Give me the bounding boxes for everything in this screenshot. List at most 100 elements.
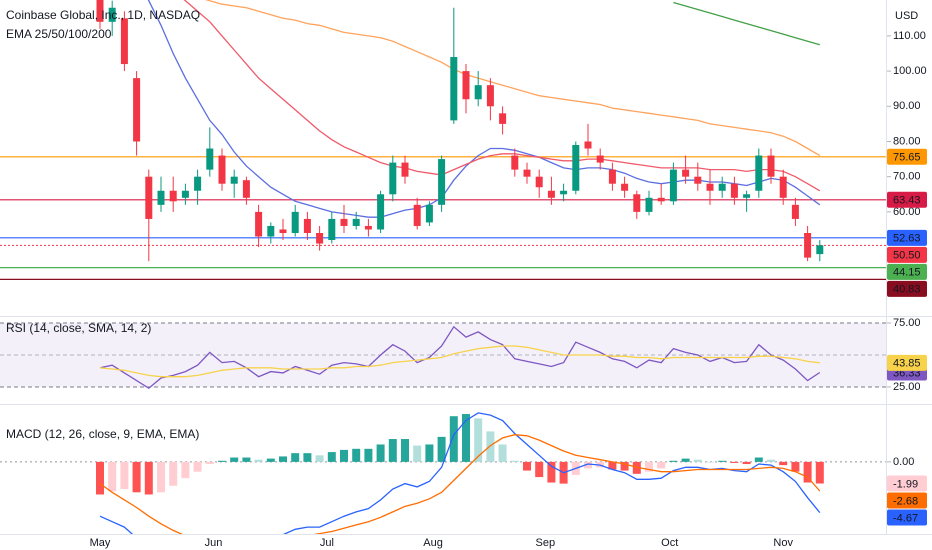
histogram-bar <box>498 444 507 462</box>
histogram-bar <box>449 416 458 462</box>
histogram-bar <box>425 444 434 462</box>
candle-body <box>669 169 677 202</box>
histogram-bar <box>266 458 275 462</box>
candle-body <box>218 155 226 184</box>
candle-body <box>425 204 433 223</box>
candle-body <box>804 232 812 258</box>
candle-body <box>535 176 543 188</box>
histogram-bar <box>132 461 141 493</box>
histogram-bar <box>730 461 739 463</box>
candle-body <box>682 169 690 177</box>
histogram-bar <box>803 461 812 483</box>
histogram-bar <box>352 448 361 462</box>
last-value-label: -4.67 <box>893 512 918 524</box>
candle-body <box>413 204 421 226</box>
histogram-bar <box>169 461 178 486</box>
level-label: 50.50 <box>893 250 921 262</box>
candle-body <box>108 7 116 22</box>
level-label-box <box>887 280 927 297</box>
candle-body <box>560 190 568 195</box>
histogram-bar <box>96 461 104 495</box>
histogram-bar <box>535 461 544 478</box>
last-value-label-box <box>887 492 927 509</box>
y-unit: USD <box>895 10 918 22</box>
histogram-bar <box>608 461 617 470</box>
candle-body <box>462 71 470 100</box>
histogram-bar <box>230 457 239 462</box>
candle-body <box>767 155 775 177</box>
histogram-bar <box>742 461 751 465</box>
candle-body <box>133 78 141 142</box>
x-tick-label: Oct <box>661 537 678 549</box>
indicator-line <box>205 0 821 157</box>
candle-body <box>511 155 519 170</box>
histogram-bar <box>108 461 117 492</box>
candle-body <box>523 169 531 177</box>
histogram-bar <box>205 461 214 465</box>
candle-body <box>328 218 336 241</box>
histogram-bar <box>693 459 702 462</box>
candle-body <box>596 155 604 163</box>
histogram-bar <box>254 459 263 462</box>
y-tick-label: 60.00 <box>893 206 921 218</box>
y-tick-label: 90.00 <box>893 100 921 112</box>
candle-body <box>438 159 446 205</box>
histogram-bar <box>645 461 653 472</box>
indicator-line <box>99 325 821 390</box>
histogram-bar <box>547 461 556 483</box>
histogram-bar <box>193 461 202 472</box>
x-tick-label: Sep <box>536 537 556 549</box>
x-tick-label: Jul <box>320 537 334 549</box>
candle-body <box>791 204 799 219</box>
overlay: 60.00 70.00 80.00 90.00 100.00 110.00 May Jun Ju… <box>90 30 927 549</box>
candle-body <box>633 194 641 212</box>
last-value-label: -2.68 <box>893 495 918 507</box>
last-value-label: -1.99 <box>893 478 918 490</box>
level-label-box <box>887 148 927 165</box>
candle-body <box>584 141 592 149</box>
candle-body <box>694 176 702 184</box>
histogram-bar <box>218 460 226 462</box>
histogram-bar <box>669 460 678 462</box>
candle-body <box>169 190 177 202</box>
candle-body <box>474 85 482 100</box>
candle-body <box>145 176 153 219</box>
level-label: 75.65 <box>893 152 921 164</box>
histogram-bar <box>144 461 153 495</box>
histogram-bar <box>510 460 519 462</box>
level-label: 52.63 <box>893 233 921 245</box>
histogram-bar <box>303 453 312 462</box>
candle-body <box>377 194 385 230</box>
histogram-bar <box>767 459 775 462</box>
candle-body <box>779 176 787 198</box>
candle-body <box>730 183 738 198</box>
candle-body <box>547 190 555 198</box>
candle-body <box>120 18 128 65</box>
histogram-bar <box>401 439 409 462</box>
last-value-label: 43.85 <box>893 358 921 370</box>
candle-body <box>255 211 263 237</box>
histogram-bar <box>620 461 629 471</box>
y-tick-label: 70.00 <box>893 171 921 183</box>
histogram-bar <box>364 448 373 462</box>
candle-body <box>230 176 238 184</box>
candle-body <box>743 194 751 198</box>
y-tick-label: 100.00 <box>893 65 927 77</box>
candle-body <box>352 218 360 226</box>
candle-body <box>206 148 214 170</box>
y-tick-label: 80.00 <box>893 135 921 147</box>
x-tick-label: Jun <box>205 537 223 549</box>
level-label-box <box>887 191 927 208</box>
candle-body <box>645 197 653 212</box>
candle-body <box>267 225 275 237</box>
level-label-box <box>887 263 927 280</box>
indicator-line <box>673 1 820 46</box>
indicator-line <box>99 345 820 378</box>
histogram-bar <box>462 414 470 462</box>
histogram-bar <box>181 461 190 479</box>
x-tick-label: May <box>90 537 111 549</box>
candle-body <box>657 197 665 202</box>
histogram-bar <box>376 444 385 462</box>
